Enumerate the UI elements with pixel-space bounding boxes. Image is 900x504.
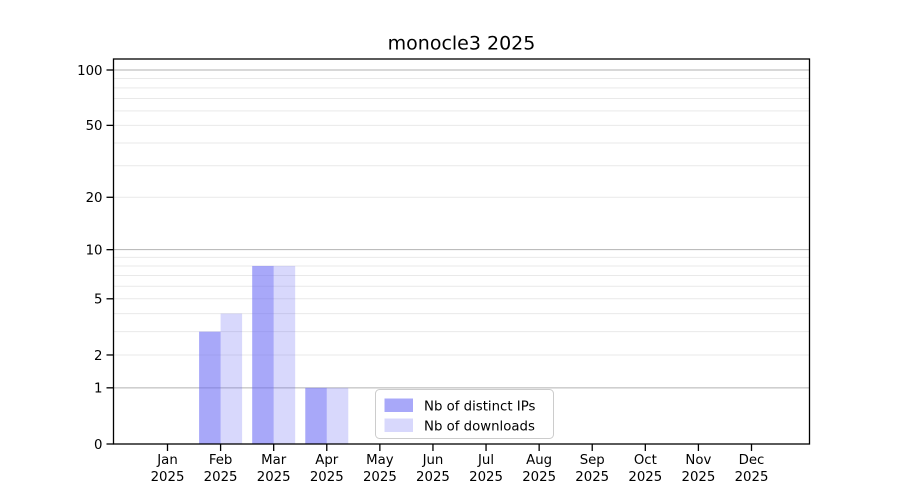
month-label: Dec [739,453,765,468]
legend: Nb of distinct IPs Nb of downloads [375,389,554,439]
x-tick-label: May 2025 [363,453,397,485]
chart-title: monocle3 2025 [388,33,536,55]
year-label: 2025 [310,470,344,485]
bar-feb-ips [199,331,221,444]
y-tick-label: 0 [94,438,102,453]
bar-mar-downloads [273,265,296,444]
month-label: Mar [261,453,287,468]
year-label: 2025 [204,470,238,485]
legend-swatch-ips [384,398,413,412]
month-label: Nov [685,453,711,468]
year-label: 2025 [416,470,450,485]
plot-area [113,59,810,444]
x-tick-label: Oct 2025 [628,453,662,485]
x-tick-label: Aug 2025 [522,453,556,485]
y-tick-label: 5 [94,293,102,308]
month-label: Apr [315,453,339,468]
year-label: 2025 [257,470,291,485]
y-tick-label: 50 [86,119,103,134]
month-label: Aug [526,453,552,468]
x-tick-label: Feb 2025 [204,453,238,485]
bar-feb-downloads [220,313,243,444]
x-tick-label: Dec 2025 [735,453,769,485]
x-tick-label: Sep 2025 [575,453,609,485]
legend-box [375,389,554,439]
month-label: Feb [209,453,233,468]
legend-label: Nb of downloads [424,420,535,435]
y-tick-label: 10 [86,243,103,258]
x-tick-label: Mar 2025 [257,453,291,485]
year-label: 2025 [522,470,556,485]
bar-mar-ips [252,265,274,444]
x-tick-label: Apr 2025 [310,453,344,485]
y-tick-label: 2 [94,349,102,364]
month-label: Jul [477,453,494,468]
year-label: 2025 [681,470,715,485]
year-label: 2025 [363,470,397,485]
x-tick-label: Jun 2025 [416,453,450,485]
year-label: 2025 [735,470,769,485]
month-label: Sep [580,453,605,468]
y-tick-label: 1 [94,382,102,397]
month-label: Jun [422,453,444,468]
axes-spines [112,58,811,445]
month-label: Oct [634,453,657,468]
month-label: May [366,453,394,468]
y-tick-label: 20 [86,191,103,206]
year-label: 2025 [628,470,662,485]
y-tick-label: 100 [77,64,102,79]
year-label: 2025 [151,470,185,485]
bar-apr-downloads [326,387,349,444]
legend-swatch-downloads [384,418,413,432]
year-label: 2025 [575,470,609,485]
month-label: Jan [156,453,178,468]
year-label: 2025 [469,470,503,485]
x-tick-label: Jan 2025 [151,453,185,485]
x-tick-label: Jul 2025 [469,453,503,485]
legend-label: Nb of distinct IPs [424,400,536,415]
x-tick-label: Nov 2025 [681,453,715,485]
bar-apr-ips [305,387,327,444]
